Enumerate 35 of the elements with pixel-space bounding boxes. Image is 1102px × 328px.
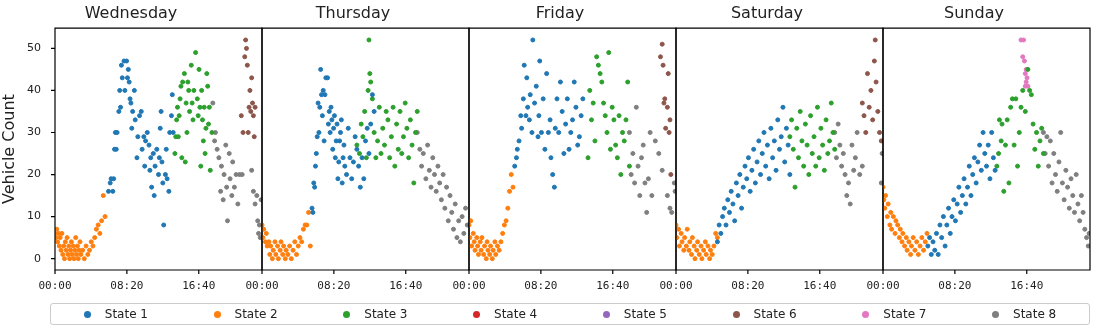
chart-title: Sunday: [944, 2, 1004, 22]
x-tick-label: 08:20: [524, 279, 558, 293]
chart-title: Thursday: [314, 2, 391, 22]
y-tick-label: 50: [27, 41, 41, 55]
chart-title: Friday: [535, 2, 585, 22]
legend-label: State 2: [234, 307, 278, 321]
x-tick-label: 16:40: [803, 279, 837, 293]
x-tick-label: 08:20: [938, 279, 972, 293]
y-tick-label: 20: [27, 167, 41, 181]
legend-label: State 3: [364, 307, 408, 321]
chart-title: Saturday: [730, 2, 804, 22]
legend-label: State 1: [104, 307, 148, 321]
y-tick-label: 10: [27, 209, 41, 223]
y-tick-label: 0: [34, 251, 41, 265]
x-tick-label: 16:40: [1010, 279, 1044, 293]
legend-label: State 4: [494, 307, 538, 321]
legend-label: State 7: [883, 307, 927, 321]
x-tick-label: 16:40: [596, 279, 630, 293]
legend-label: State 5: [623, 307, 667, 321]
x-tick-label: 00:00: [659, 279, 693, 293]
y-tick-label: 30: [27, 125, 41, 139]
x-tick-label: 08:20: [317, 279, 351, 293]
chart-title: Wednesday: [84, 2, 178, 22]
legend-label: State 6: [753, 307, 797, 321]
x-tick-label: 16:40: [182, 279, 216, 293]
x-tick-label: 08:20: [110, 279, 144, 293]
y-axis-title: Vehicle Count: [0, 94, 18, 205]
legend-label: State 8: [1013, 307, 1057, 321]
x-tick-label: 00:00: [866, 279, 900, 293]
y-tick-label: 40: [27, 83, 41, 97]
x-tick-label: 16:40: [389, 279, 423, 293]
x-tick-label: 08:20: [731, 279, 765, 293]
x-tick-label: 00:00: [245, 279, 279, 293]
x-tick-label: 00:00: [38, 279, 72, 293]
x-tick-label: 00:00: [452, 279, 486, 293]
